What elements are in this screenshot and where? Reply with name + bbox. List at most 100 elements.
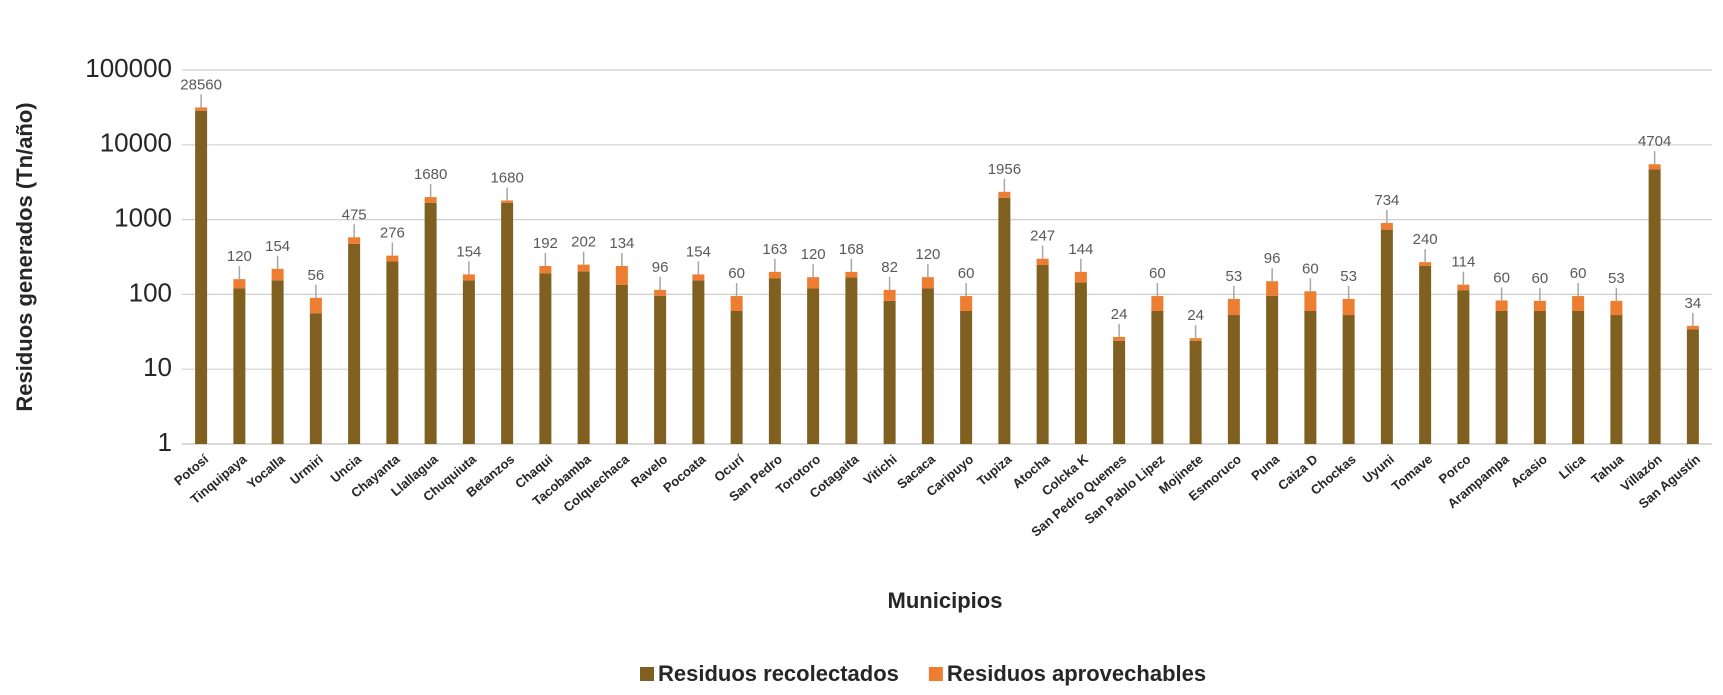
x-tick-label: Colquechaca [560, 451, 632, 515]
data-label: 163 [762, 241, 787, 258]
bar-segment [1419, 265, 1432, 444]
bar-segment [1457, 284, 1470, 291]
data-label: 144 [1068, 241, 1093, 258]
y-tick-label: 1000 [114, 202, 172, 232]
bar-segment [730, 310, 743, 444]
bar-segment [501, 200, 514, 203]
bar-segment [1074, 282, 1087, 444]
bar-segment [768, 271, 781, 279]
bar-segment [1151, 296, 1164, 311]
bar-segment [577, 264, 590, 272]
bar-segment [1227, 315, 1240, 444]
bar-segment [1610, 315, 1623, 444]
bar-segment [1572, 310, 1585, 444]
data-label: 192 [533, 235, 558, 252]
bar-segment [1686, 329, 1699, 444]
y-tick-label: 100 [129, 277, 172, 307]
bar-segment [462, 280, 475, 444]
data-label: 60 [958, 265, 975, 282]
data-label: 53 [1340, 268, 1357, 285]
data-label: 4704 [1638, 133, 1671, 150]
data-label: 475 [342, 206, 367, 223]
bar-segment [1266, 295, 1279, 444]
data-label: 120 [801, 246, 826, 263]
bar-segment [1380, 229, 1393, 444]
bar-segment [309, 297, 322, 314]
bar-segment [1610, 300, 1623, 316]
bar-segment [1113, 340, 1126, 444]
data-label: 82 [881, 259, 898, 276]
data-label: 60 [1570, 265, 1587, 282]
bar-segment [501, 202, 514, 444]
data-label: 240 [1413, 231, 1438, 248]
bar-segment [233, 288, 246, 444]
data-label: 53 [1226, 268, 1243, 285]
bar-segment [1533, 300, 1546, 311]
bar-segment [654, 295, 667, 444]
bar-segment [271, 280, 284, 444]
data-label: 154 [686, 243, 711, 260]
data-label: 60 [1149, 265, 1166, 282]
bar-segment [1686, 325, 1699, 330]
x-axis-title: Municipios [888, 588, 1003, 613]
data-label: 114 [1451, 254, 1475, 271]
bar-segment [577, 271, 590, 444]
bar-segment [845, 277, 858, 444]
data-label: 28560 [180, 76, 222, 93]
x-tick-label: Urmiri [287, 451, 326, 487]
data-label: 120 [227, 248, 252, 265]
bar-segment [309, 313, 322, 444]
data-label: 168 [839, 241, 864, 258]
x-tick-label: Tomave [1389, 451, 1436, 493]
data-label: 734 [1374, 192, 1399, 209]
bar-segment [195, 110, 208, 444]
data-label: 154 [456, 243, 481, 260]
bar-segment [807, 288, 820, 444]
bar-segment [1151, 310, 1164, 444]
bar-segment [348, 237, 361, 244]
data-label: 34 [1685, 295, 1702, 312]
data-label: 202 [571, 234, 596, 251]
bar-segment [1648, 169, 1661, 444]
bar-segment [1380, 223, 1393, 230]
bar-segment [1227, 298, 1240, 316]
data-label: 53 [1608, 270, 1625, 287]
bar-segment [539, 273, 552, 444]
bar-segment [539, 265, 552, 274]
bar-segment [654, 289, 667, 296]
bar-segment [1419, 262, 1432, 266]
data-label: 60 [1532, 270, 1549, 287]
y-axis-title: Residuos generados (Tn/año) [12, 102, 37, 411]
bar-segment [1342, 298, 1355, 316]
bar-segment [1342, 315, 1355, 444]
bar-segment [271, 268, 284, 281]
bar-segment [386, 261, 399, 444]
legend-label: Residuos aprovechables [947, 661, 1206, 686]
bar-segment [1189, 338, 1202, 341]
x-tick-label: Pocoata [660, 451, 709, 495]
bar-segment [1304, 291, 1317, 311]
data-label: 24 [1187, 307, 1204, 324]
bar-segment [960, 296, 973, 311]
y-tick-label: 10000 [100, 128, 172, 158]
bar-segment [1036, 265, 1049, 444]
bar-segment [1189, 340, 1202, 444]
bar-segment [1495, 300, 1508, 311]
data-label: 276 [380, 225, 405, 242]
data-label: 60 [1302, 260, 1319, 277]
bar-segment [730, 296, 743, 311]
data-label: 96 [652, 259, 669, 276]
bar-segment [692, 280, 705, 444]
data-label: 60 [1493, 269, 1510, 286]
data-label: 60 [728, 265, 745, 282]
bar-segment [1648, 164, 1661, 170]
data-label: 1680 [414, 166, 447, 183]
y-tick-label: 10 [143, 352, 172, 382]
bar-segment [1457, 290, 1470, 444]
legend-swatch [928, 667, 943, 681]
bar-segment [1266, 281, 1279, 296]
bar-segment [998, 197, 1011, 444]
bar-segment [1495, 310, 1508, 444]
